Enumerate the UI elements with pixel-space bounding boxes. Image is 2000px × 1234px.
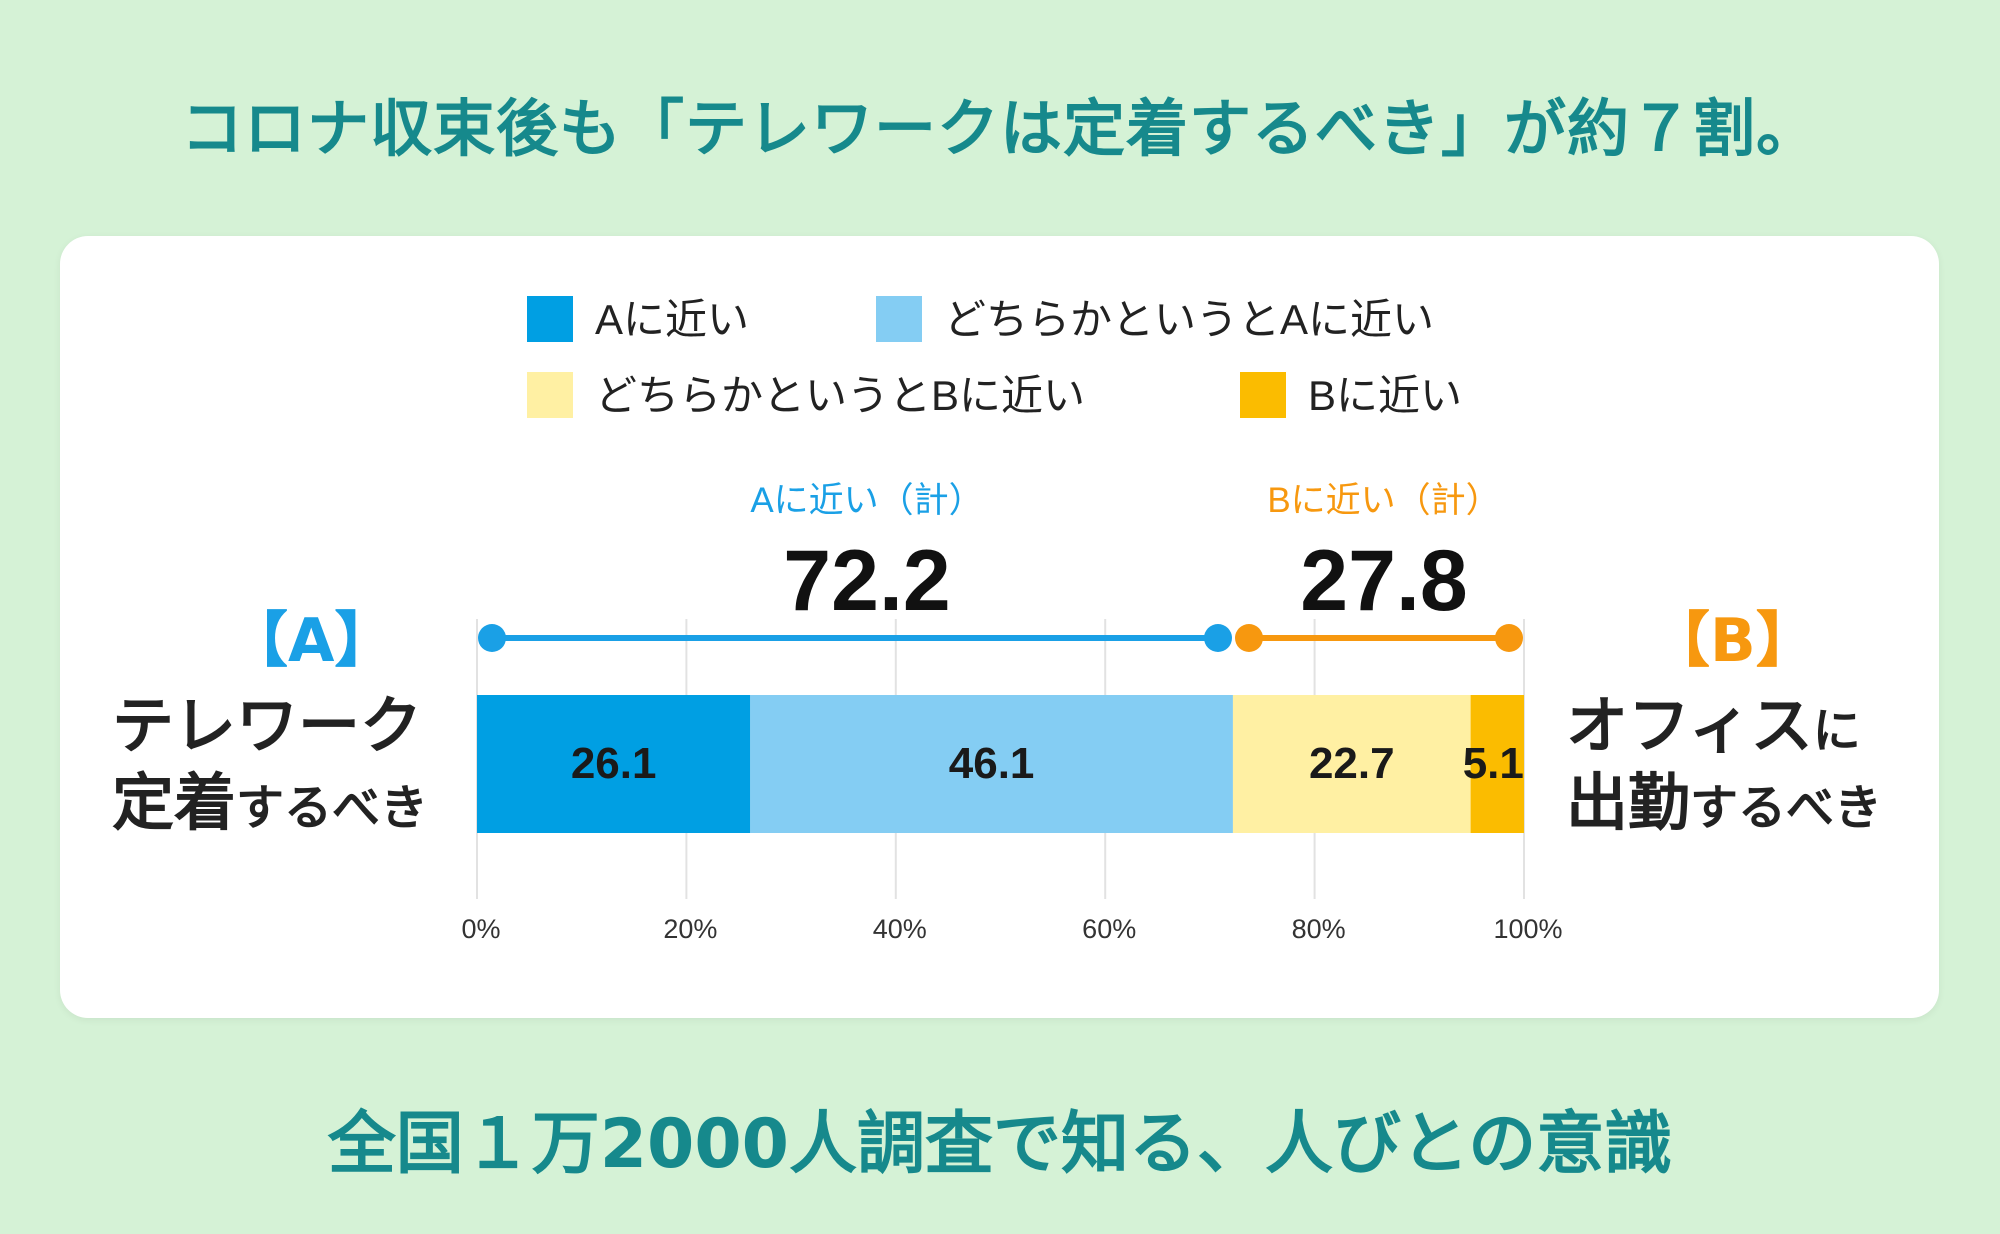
legend-swatch [1240, 372, 1286, 418]
label-b-bracket: 【B】 [1650, 606, 1816, 676]
label-b-line2: 出勤するべき [1566, 772, 1882, 834]
bar-segment [1470, 695, 1524, 833]
total-label: Aに近い（計） [750, 481, 983, 520]
label-a-bracket: 【A】 [228, 606, 395, 676]
x-tick-label: 20% [663, 914, 717, 944]
legend-label: どちらかというとBに近い [595, 372, 1085, 419]
label-a-line2-big: 定着 [112, 766, 237, 839]
x-tick-label: 80% [1292, 914, 1346, 944]
total-label: Bに近い（計） [1267, 481, 1500, 520]
bar-value-label: 22.7 [1309, 739, 1395, 788]
bar-segment [1232, 695, 1471, 833]
x-tick-label: 60% [1082, 914, 1136, 944]
label-a-line1: テレワーク [112, 689, 423, 762]
total-value: 72.2 [783, 533, 950, 629]
total-range-dot [1204, 624, 1232, 652]
label-b-line1: オフィスに [1566, 695, 1861, 757]
bar-value-label: 5.1 [1463, 739, 1524, 788]
total-range-dot [478, 624, 506, 652]
label-b-line1-small: に [1812, 703, 1861, 759]
x-tick-label: 100% [1493, 914, 1562, 944]
footer-caption: 全国１万2000人調査で知る、人びとの意識 [327, 1105, 1673, 1184]
label-b-line2-small: するべき [1690, 780, 1883, 836]
x-tick-label: 40% [873, 914, 927, 944]
bar-value-label: 46.1 [949, 739, 1035, 788]
bar-segment [477, 695, 751, 833]
bar-value-label: 26.1 [571, 739, 657, 788]
legend-label: Aに近い [595, 296, 749, 343]
label-a-line2-small: するべき [236, 780, 429, 836]
page-title: コロナ収束後も「テレワークは定着するべき」が約７割。 [180, 92, 1819, 165]
total-value: 27.8 [1300, 533, 1467, 629]
legend-swatch [876, 296, 922, 342]
label-b-line2-big: 出勤 [1566, 766, 1691, 839]
legend-label: Bに近い [1308, 372, 1462, 419]
total-range-dot [1495, 624, 1523, 652]
legend-label: どちらかというとAに近い [944, 296, 1434, 343]
chart-card [60, 236, 1939, 1018]
legend-swatch [527, 296, 573, 342]
bar-segment [750, 695, 1233, 833]
total-range-dot [1235, 624, 1263, 652]
label-b-line1-big: オフィス [1566, 689, 1813, 762]
label-a-line2: 定着するべき [112, 772, 428, 834]
legend-swatch [527, 372, 573, 418]
x-tick-label: 0% [461, 914, 500, 944]
